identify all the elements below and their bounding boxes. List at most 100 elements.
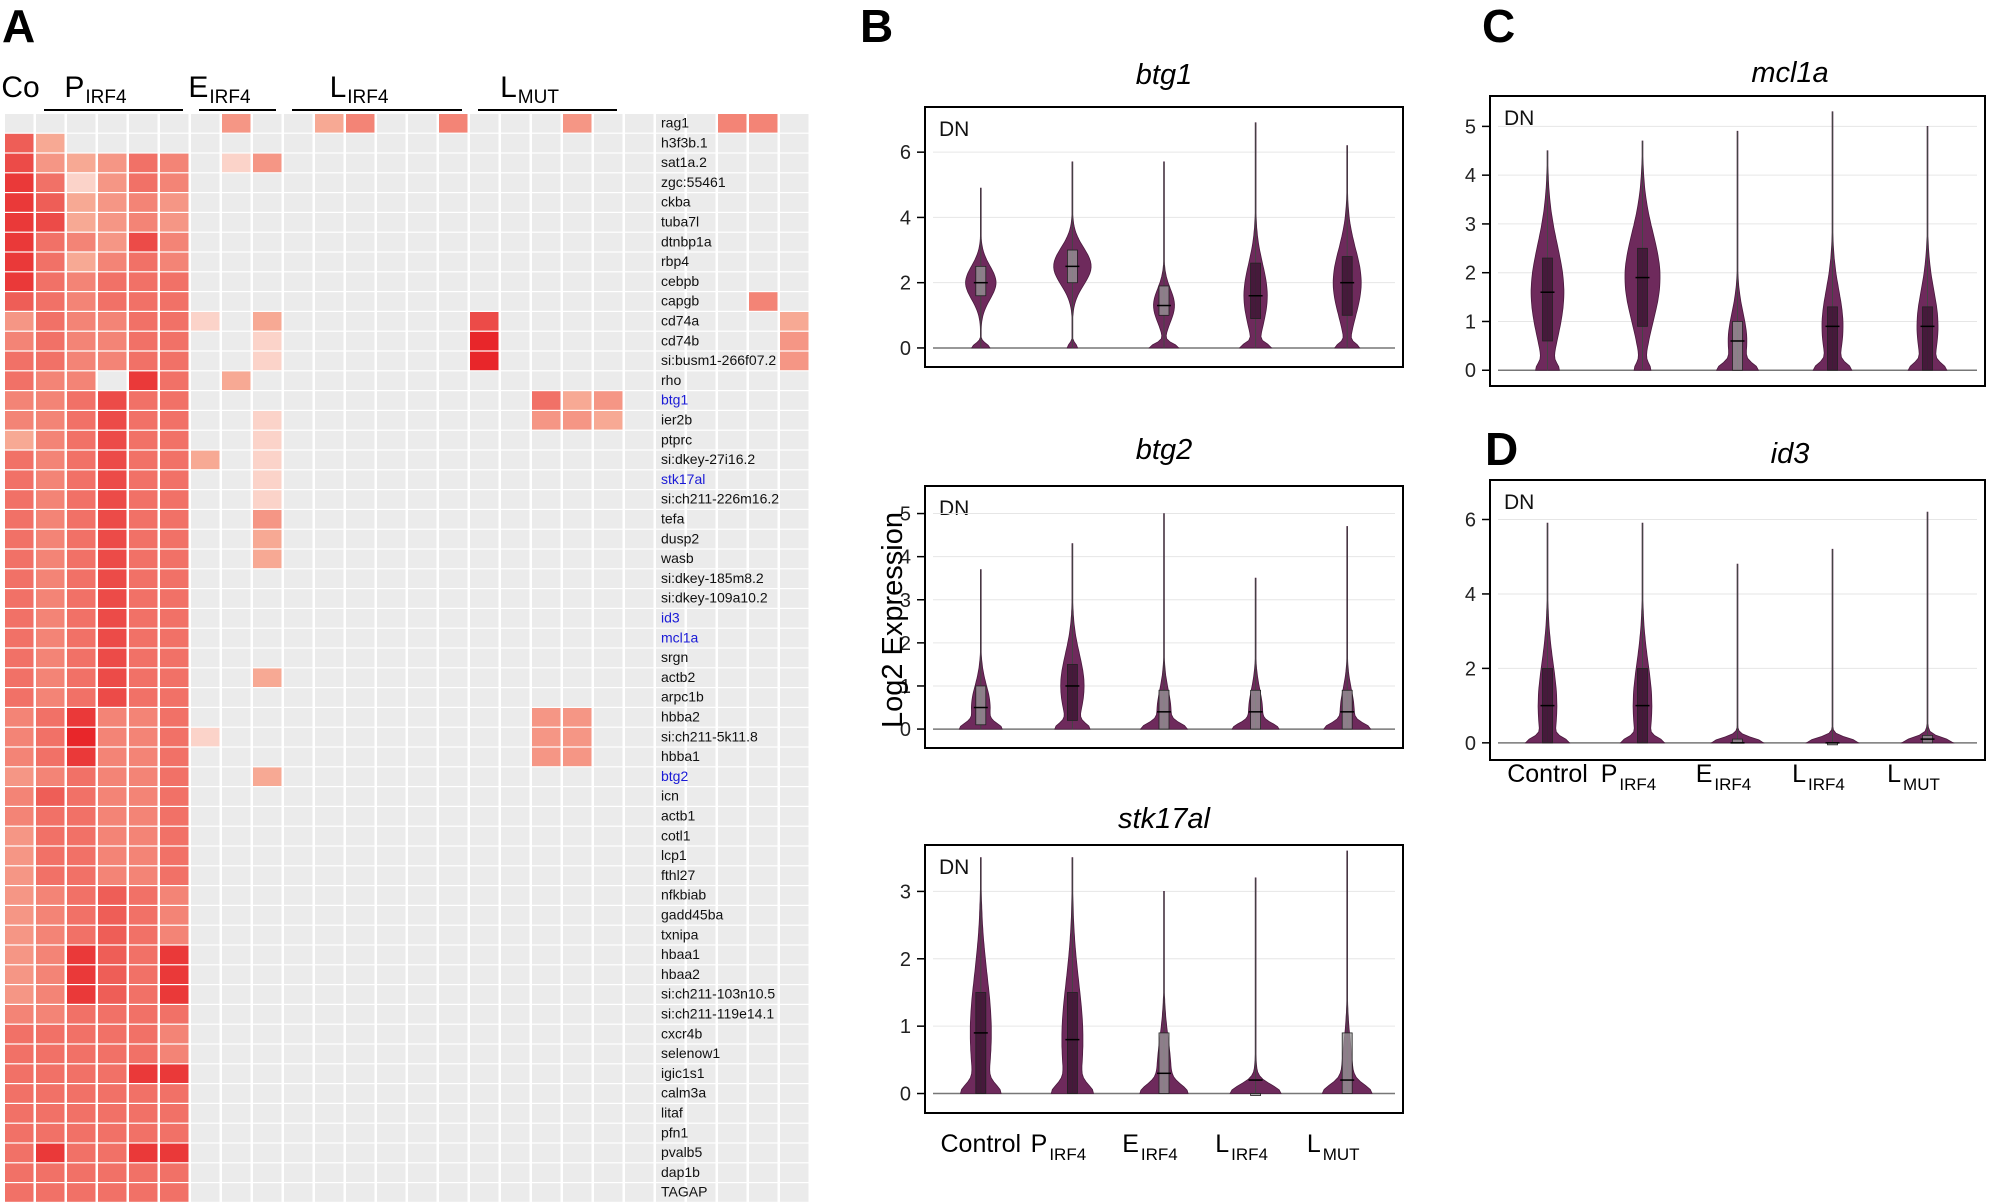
heatmap-cell (191, 351, 220, 371)
heatmap-cell (749, 1104, 778, 1123)
heatmap-cell (377, 1163, 406, 1182)
gene-label: icn (661, 788, 679, 804)
heatmap-cell (687, 430, 716, 450)
heatmap-cell (408, 569, 437, 588)
heatmap-cell (656, 213, 685, 232)
heatmap-cell (191, 708, 220, 727)
heatmap-cell (36, 312, 65, 331)
heatmap-cell (532, 668, 561, 687)
heatmap-cell (98, 133, 127, 153)
heatmap-cell (160, 1005, 189, 1024)
heatmap-cell (470, 430, 499, 450)
heatmap-cell (625, 846, 654, 866)
heatmap-cell (129, 826, 158, 846)
heatmap-cell (67, 985, 96, 1004)
heatmap-cell (470, 688, 499, 707)
heatmap-cell (532, 272, 561, 291)
heatmap-cell (501, 510, 530, 529)
heatmap-cell (718, 648, 747, 668)
heatmap-cell (439, 688, 468, 707)
heatmap-cell (563, 490, 592, 509)
heatmap-cell (439, 985, 468, 1004)
heatmap-cell (656, 173, 685, 192)
heatmap-cell (625, 747, 654, 767)
heatmap-cell (656, 272, 685, 291)
heatmap-cell (222, 708, 251, 727)
heatmap-cell (687, 252, 716, 272)
heatmap-cell (36, 114, 65, 133)
heatmap-cell (377, 312, 406, 331)
heatmap-cell (718, 510, 747, 529)
heatmap-cell (501, 1143, 530, 1163)
heatmap-cell (501, 965, 530, 984)
heatmap-cell (315, 510, 344, 529)
heatmap-cell (129, 549, 158, 569)
heatmap-cell (98, 1163, 127, 1182)
heatmap-cell (346, 846, 375, 866)
heatmap-cell (439, 292, 468, 311)
heatmap-cell (470, 628, 499, 648)
heatmap-cell (346, 589, 375, 608)
heatmap-cell (408, 609, 437, 628)
heatmap-cell (501, 925, 530, 945)
chart-title: id3 (1771, 438, 1810, 470)
heatmap-cell (284, 906, 313, 925)
heatmap-cell (408, 826, 437, 846)
heatmap-cell (222, 866, 251, 885)
heatmap-cell (346, 609, 375, 628)
heatmap-cell (532, 906, 561, 925)
heatmap-cell (5, 925, 34, 945)
heatmap-cell (315, 450, 344, 470)
y-tick-label: 4 (900, 547, 911, 569)
heatmap-cell (284, 1163, 313, 1182)
heatmap-cell (780, 708, 809, 727)
violin-box (1341, 1032, 1353, 1094)
heatmap-cell (67, 965, 96, 984)
chart-title: mcl1a (1751, 57, 1828, 89)
heatmap-cell (36, 490, 65, 509)
heatmap-cell (408, 708, 437, 727)
heatmap-cell (408, 292, 437, 311)
heatmap-cell (625, 371, 654, 390)
heatmap-cell (439, 628, 468, 648)
heatmap-cell (36, 549, 65, 569)
heatmap-cell (625, 549, 654, 569)
heatmap-cell (36, 1084, 65, 1103)
heatmap-cell (780, 490, 809, 509)
heatmap-cell (625, 1183, 654, 1202)
heatmap-cell (408, 133, 437, 153)
heatmap-cell (98, 232, 127, 252)
heatmap-cell (253, 1064, 282, 1083)
heatmap-cell (284, 708, 313, 727)
heatmap-cell (656, 232, 685, 252)
heatmap-cell (36, 252, 65, 272)
heatmap-cell (284, 529, 313, 549)
heatmap-cell (656, 668, 685, 687)
heatmap-cell (98, 648, 127, 668)
heatmap-cell (67, 1044, 96, 1064)
y-tick-label: 3 (900, 590, 911, 612)
heatmap-cell (408, 510, 437, 529)
heatmap-cell (5, 133, 34, 153)
heatmap-cell (191, 688, 220, 707)
heatmap-cell (253, 133, 282, 153)
heatmap-cell (687, 529, 716, 549)
heatmap-cell (470, 450, 499, 470)
heatmap-cell (687, 569, 716, 588)
heatmap-cell (346, 886, 375, 905)
heatmap-cell (749, 213, 778, 232)
heatmap-cell (346, 391, 375, 410)
heatmap-cell (222, 529, 251, 549)
heatmap-cell (346, 312, 375, 331)
heatmap-cell (780, 510, 809, 529)
heatmap-cell (191, 648, 220, 668)
heatmap-cell (408, 1104, 437, 1123)
heatmap-cell (501, 688, 530, 707)
gene-label: lcp1 (661, 847, 687, 863)
heatmap-cell (67, 133, 96, 153)
violin-LMUT (1322, 526, 1372, 730)
heatmap-cell (594, 925, 623, 945)
heatmap-cell (439, 1044, 468, 1064)
heatmap-cell (191, 1123, 220, 1143)
heatmap-cell (625, 826, 654, 846)
